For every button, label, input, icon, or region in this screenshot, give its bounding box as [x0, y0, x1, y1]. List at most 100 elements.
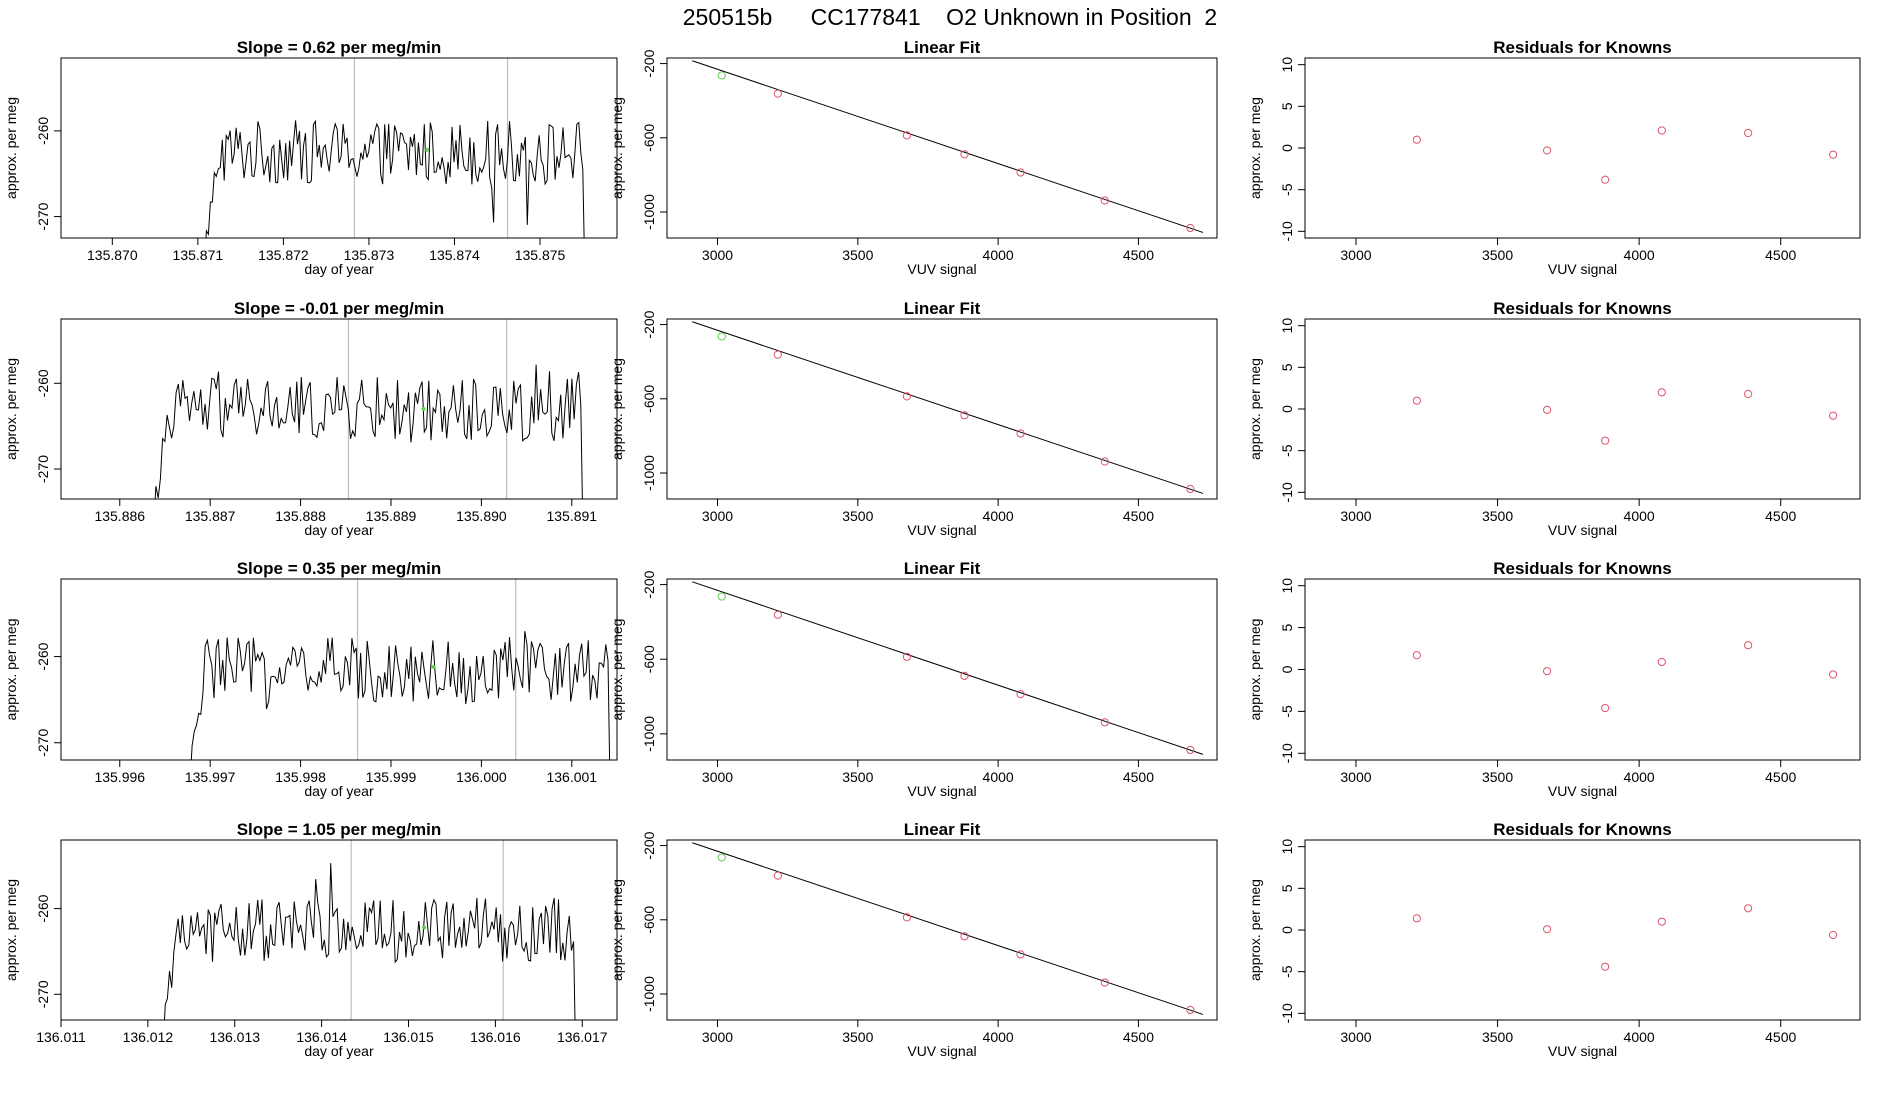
known-point — [902, 913, 912, 922]
x-tick-label: 4000 — [983, 508, 1014, 524]
x-axis-label: VUV signal — [1548, 261, 1617, 277]
x-tick-label: 3000 — [1340, 247, 1371, 263]
residual-point — [1828, 411, 1838, 420]
x-tick-label: 4000 — [1624, 1029, 1655, 1045]
x-axis: 3000 3500 4000 4500 — [702, 238, 1154, 263]
known-point — [1016, 429, 1025, 438]
y-tick-label: 0 — [1279, 405, 1295, 413]
known-point — [1100, 457, 1109, 466]
x-tick-label: 135.998 — [275, 769, 326, 785]
residual-point — [1657, 126, 1666, 135]
x-tick-label: 135.872 — [258, 247, 309, 263]
plot-frame — [60, 57, 618, 239]
y-tick-label: -260 — [35, 369, 51, 397]
y-tick-label: -200 — [641, 310, 657, 338]
y-tick-label: -10 — [1279, 1003, 1295, 1023]
y-tick-label: 0 — [1279, 926, 1295, 934]
plot-area — [163, 840, 576, 1020]
residual-point — [1744, 641, 1753, 650]
y-tick-label: -270 — [35, 202, 51, 230]
unknown-marker — [421, 407, 426, 411]
known-point — [773, 350, 782, 359]
known-point — [960, 932, 969, 941]
y-axis-label: approx. per meg — [609, 358, 625, 460]
y-tick-label: -600 — [641, 124, 657, 152]
x-tick-label: 4000 — [1624, 247, 1655, 263]
residual-point — [1412, 396, 1421, 405]
unknown-point — [717, 853, 726, 862]
panel-title: Residuals for Knowns — [1493, 820, 1672, 839]
known-point — [1186, 1005, 1195, 1015]
y-axis-label: approx. per meg — [609, 619, 625, 721]
x-tick-label: 135.997 — [185, 769, 236, 785]
plot-area — [692, 321, 1204, 494]
plot-area — [1412, 641, 1838, 713]
panel-title: Slope = 0.62 per meg/min — [237, 38, 442, 57]
y-tick-label: -200 — [641, 49, 657, 77]
signal-trace — [163, 863, 576, 1020]
plot-frame — [1304, 318, 1861, 500]
plot-area — [1412, 388, 1838, 445]
x-tick-label: 4500 — [1765, 247, 1796, 263]
y-tick-label: -260 — [35, 117, 51, 145]
residual-point — [1543, 146, 1552, 155]
x-tick-label: 135.996 — [94, 769, 145, 785]
y-axis: -200 -600 -1000 — [641, 831, 667, 1012]
known-point — [1100, 978, 1109, 987]
residual-point — [1744, 904, 1753, 913]
y-tick-label: -260 — [35, 894, 51, 922]
plot-frame — [666, 318, 1218, 500]
y-tick-label: -600 — [641, 385, 657, 413]
unknown-marker — [431, 664, 436, 669]
known-point — [960, 411, 969, 420]
panel-title: Residuals for Knowns — [1493, 38, 1672, 57]
x-tick-label: 136.017 — [557, 1029, 608, 1045]
x-axis-label: day of year — [304, 1043, 374, 1059]
known-point — [1100, 718, 1109, 727]
plot-area — [205, 58, 585, 238]
y-tick-label: -10 — [1279, 482, 1295, 502]
x-axis-label: VUV signal — [1548, 1043, 1617, 1059]
x-tick-label: 3500 — [842, 247, 873, 263]
x-tick-label: 135.873 — [344, 247, 395, 263]
residual-point — [1412, 135, 1421, 144]
y-tick-label: 5 — [1279, 884, 1295, 892]
y-tick-label: 10 — [1279, 57, 1295, 73]
y-tick-label: -5 — [1279, 183, 1295, 196]
plot-area — [1412, 126, 1838, 184]
y-tick-label: -200 — [641, 570, 657, 598]
y-axis: -10 -5 0 5 10 — [1279, 57, 1305, 241]
x-tick-label: 3000 — [702, 508, 733, 524]
x-tick-label: 3500 — [1482, 247, 1513, 263]
plot-area — [692, 581, 1204, 755]
plot-area — [1412, 904, 1838, 971]
plot-frame — [60, 578, 618, 761]
x-tick-label: 136.015 — [383, 1029, 434, 1045]
x-tick-label: 136.012 — [123, 1029, 174, 1045]
y-tick-label: -1000 — [641, 716, 657, 752]
panel-title: Slope = 0.35 per meg/min — [237, 559, 442, 578]
y-tick-label: -10 — [1279, 743, 1295, 763]
panel-title: Linear Fit — [904, 559, 981, 578]
x-axis-label: day of year — [304, 261, 374, 277]
panel-residuals-1: Residuals for Knowns 3000 3500 4000 4500 VUV … — [1247, 38, 1861, 277]
known-point — [1016, 168, 1025, 177]
panel-title: Slope = -0.01 per meg/min — [234, 299, 444, 318]
x-tick-label: 135.888 — [275, 508, 326, 524]
x-axis: 3000 3500 4000 4500 — [1340, 760, 1796, 785]
known-point — [1016, 950, 1025, 959]
residual-point — [1828, 670, 1838, 679]
y-axis-label: approx. per meg — [609, 97, 625, 199]
x-tick-label: 3500 — [1482, 508, 1513, 524]
y-axis: -270 -260 — [35, 117, 61, 231]
plot-frame — [60, 839, 618, 1021]
x-tick-label: 135.870 — [87, 247, 138, 263]
residual-point — [1543, 667, 1552, 676]
y-tick-label: 5 — [1279, 624, 1295, 632]
plot-area — [190, 579, 611, 760]
y-tick-label: -5 — [1279, 965, 1295, 978]
y-axis: -200 -600 -1000 — [641, 49, 667, 230]
plot-area — [154, 319, 583, 499]
